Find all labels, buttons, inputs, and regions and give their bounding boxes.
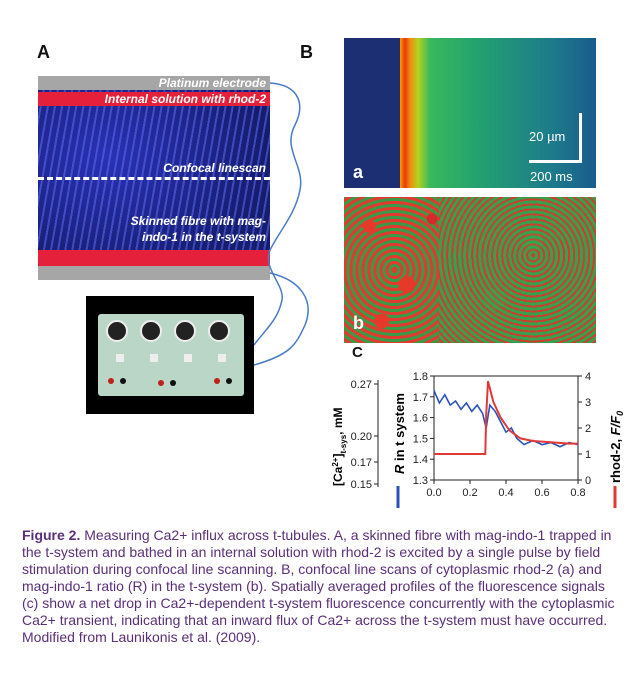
series-group (433, 380, 579, 455)
stimulator-jack (108, 378, 114, 384)
fluorescence-profile-chart: 0.27 0.20 0.17 0.15 [Ca2+]t-sys, mM R in… (331, 371, 625, 508)
internal-solution-band: Internal solution with rhod-2 (38, 92, 270, 106)
stimulator-switch (150, 354, 158, 362)
stimulator-jack (226, 378, 232, 384)
stimulator-jack (170, 380, 176, 386)
linescan-dashed-line (38, 177, 270, 180)
ca-tick: 0.27 (351, 379, 372, 391)
figure-label: Figure 2. (22, 527, 81, 543)
linescan-prestimulus (344, 38, 400, 188)
x-tick-label: 0.6 (534, 487, 549, 499)
stimulator-switch (218, 354, 226, 362)
stimulator-knob (140, 320, 162, 342)
image-a-letter: a (353, 162, 364, 182)
scale-bar-um-label: 20 µm (529, 129, 566, 144)
platinum-electrode-band: Platinum electrode (38, 76, 270, 90)
ca-axis-label: [Ca2+]t-sys, mM (331, 408, 348, 487)
scale-bar-horizontal (529, 160, 582, 163)
ratio-axis-label: R in t system (392, 393, 407, 474)
rhod2-linescan-image: 20 µm 200 ms a (344, 38, 596, 188)
rhod-ticks: 4 3 2 1 0 (578, 371, 591, 487)
fibre-label-line1: Skinned fibre with mag- (130, 214, 266, 228)
ca-tick: 0.15 (351, 479, 372, 491)
panel-c-label: C (352, 344, 363, 361)
stimulator-knob (208, 320, 230, 342)
stimulator-jack (120, 378, 126, 384)
rhod-tick-label: 0 (585, 475, 591, 487)
ca-tick: 0.20 (351, 431, 372, 443)
bottom-solution-band (38, 250, 270, 266)
image-b-letter: b (353, 313, 364, 333)
ratio-ticks: 1.8 1.7 1.6 1.5 1.4 1.3 (413, 371, 434, 487)
x-tick-label: 0.2 (462, 487, 477, 499)
rhod-axis-label: rhod-2, F/F0 (608, 411, 625, 483)
magindo-ratio-linescan-image: b (344, 197, 596, 343)
x-ticks: 0.0 0.2 0.4 0.6 0.8 (426, 480, 586, 499)
stimulator-switch (116, 354, 124, 362)
figure-caption: Figure 2. Measuring Ca2+ influx across t… (22, 527, 622, 646)
stimulator-photo (86, 296, 254, 414)
x-tick-label: 0.8 (570, 487, 585, 499)
ratio-series-line (433, 390, 579, 448)
scale-bar-ms-label: 200 ms (530, 169, 573, 184)
skinned-fibre-schematic: Platinum electrode Internal solution wit… (38, 76, 270, 280)
caption-text: Measuring Ca2+ influx across t-tubules. … (22, 527, 615, 645)
ratio-tick-label: 1.5 (413, 433, 428, 445)
bottom-electrode-band (38, 266, 270, 280)
rhod-tick-label: 3 (585, 397, 591, 409)
rhod-tick-label: 4 (585, 371, 591, 383)
rhod-tick-label: 2 (585, 423, 591, 435)
fibre-label-line2: indo-1 in the t-system (141, 230, 266, 244)
stimulator-knob (106, 320, 128, 342)
ratio-tick-label: 1.4 (413, 454, 428, 466)
rhod-series-line (434, 380, 578, 455)
plot-frame (433, 375, 579, 481)
panel-a-label: A (37, 42, 50, 62)
ratio-tick-label: 1.7 (413, 392, 428, 404)
ratio-tick-label: 1.8 (413, 371, 428, 383)
ratio-tick-label: 1.6 (413, 413, 428, 425)
x-tick-label: 0.0 (426, 487, 441, 499)
ca-tick: 0.17 (351, 457, 372, 469)
rhod-tick-label: 1 (585, 449, 591, 461)
scale-bar-vertical (579, 113, 582, 163)
stimulator-switch (184, 354, 192, 362)
confocal-linescan-label: Confocal linescan (163, 161, 266, 175)
stimulator-knob (174, 320, 196, 342)
x-tick-label: 0.4 (498, 487, 513, 499)
stimulator-jack (158, 380, 164, 386)
panel-b-label: B (300, 42, 313, 62)
linescan-transient (400, 38, 596, 188)
ratio-tick-label: 1.3 (413, 475, 428, 487)
stimulator-box (98, 314, 244, 396)
stimulator-jack (214, 378, 220, 384)
